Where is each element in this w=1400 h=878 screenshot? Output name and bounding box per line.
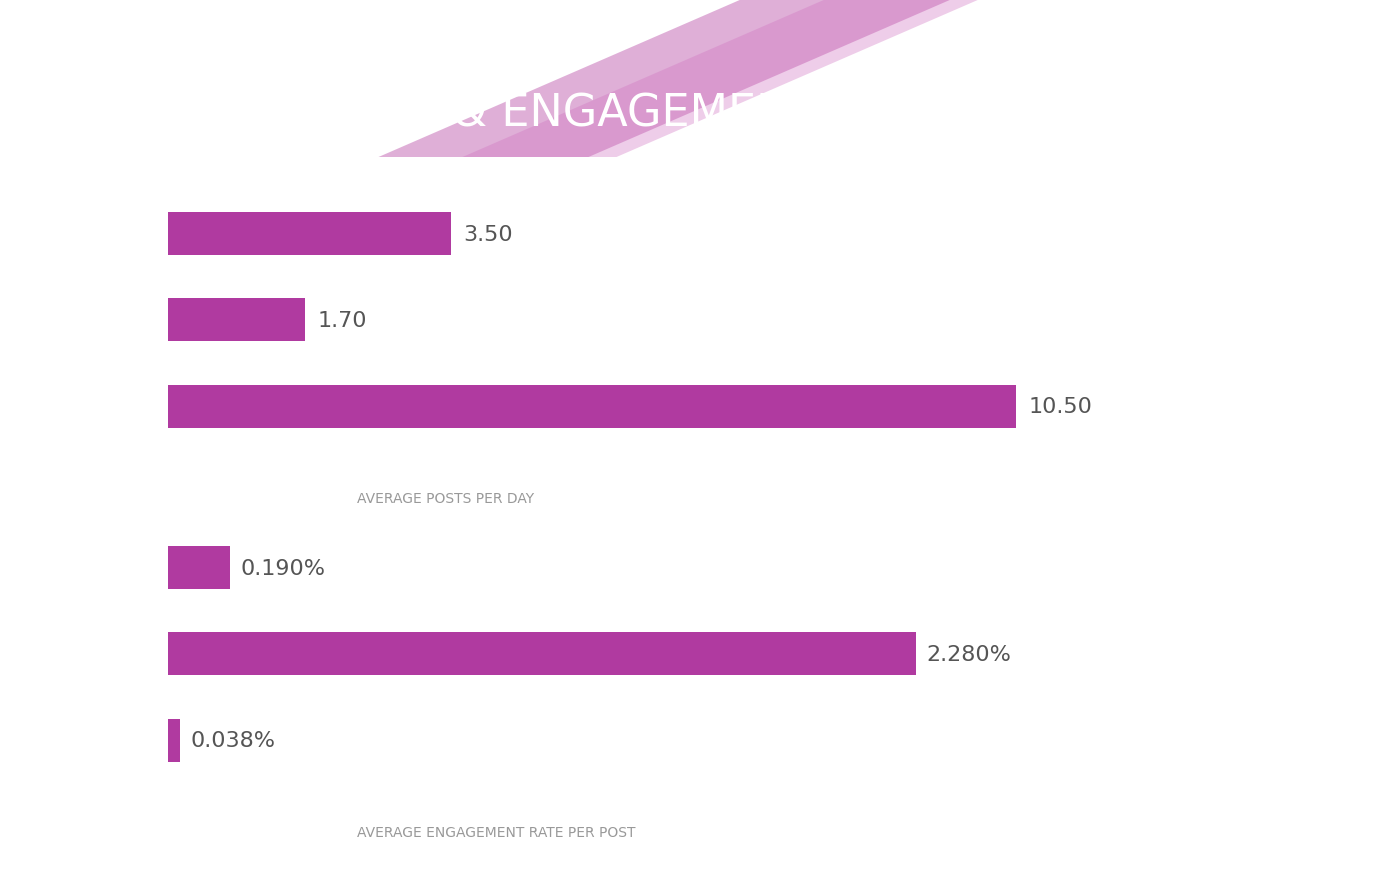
Text: 3.50: 3.50 xyxy=(463,224,512,244)
Text: 0.190%: 0.190% xyxy=(241,558,325,578)
Bar xyxy=(168,632,916,676)
Bar xyxy=(168,385,1016,428)
Text: SPORTS TEAMS:: SPORTS TEAMS: xyxy=(91,29,447,72)
Bar xyxy=(168,546,231,589)
Text: 0.038%: 0.038% xyxy=(190,730,276,751)
Polygon shape xyxy=(378,0,952,158)
Text: AVERAGE POSTS PER DAY: AVERAGE POSTS PER DAY xyxy=(357,491,535,505)
Bar xyxy=(168,299,305,342)
Text: 2.280%: 2.280% xyxy=(925,644,1011,664)
Text: 10.50: 10.50 xyxy=(1028,397,1092,417)
Polygon shape xyxy=(462,0,980,158)
Bar xyxy=(168,719,181,762)
Text: 1.70: 1.70 xyxy=(318,311,367,330)
Bar xyxy=(168,212,451,255)
Text: AVERAGE ENGAGEMENT RATE PER POST: AVERAGE ENGAGEMENT RATE PER POST xyxy=(357,824,636,838)
Text: POSTS PER DAY & ENGAGEMENT RATE: POSTS PER DAY & ENGAGEMENT RATE xyxy=(91,92,942,135)
